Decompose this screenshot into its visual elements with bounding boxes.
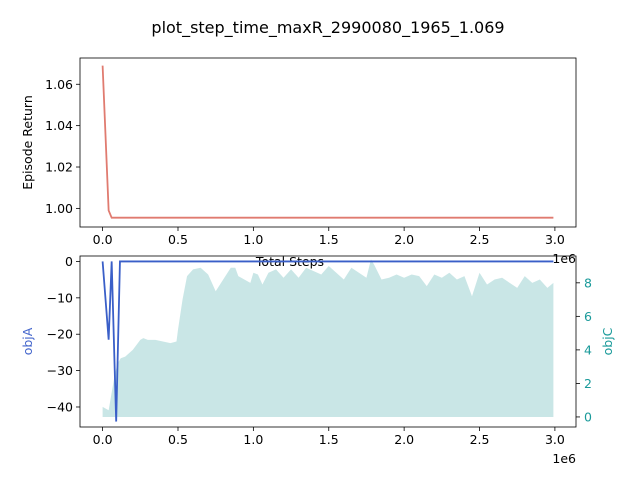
top-ytick-label: 1.06 — [45, 77, 73, 92]
bottom-ytick-label: −20 — [47, 327, 73, 342]
top-xtick-label: 0.0 — [93, 232, 113, 247]
top-ytick-label: 1.00 — [45, 201, 73, 216]
top-y-axis-label: Episode Return — [20, 95, 35, 190]
objC-area — [102, 259, 554, 417]
bottom-y2tick-label: 6 — [584, 309, 592, 324]
objC-axis-label: objC — [600, 327, 615, 355]
bottom-xtick-label: 1.0 — [243, 432, 263, 447]
bottom-xtick-label: 0.5 — [168, 432, 188, 447]
bottom-y2tick-label: 2 — [584, 376, 592, 391]
bottom-plot-frame — [79, 255, 577, 428]
top-xtick-label: 3.0 — [545, 232, 565, 247]
objA-axis-label: objA — [20, 327, 35, 355]
episode-return-line — [101, 65, 554, 219]
bottom-ytick-label: 0 — [65, 254, 73, 269]
top-xtick-label: 2.5 — [470, 232, 490, 247]
bottom-xtick-label: 2.5 — [470, 432, 490, 447]
top-ytick-label: 1.02 — [45, 160, 73, 175]
chart-title: plot_step_time_maxR_2990080_1965_1.069 — [151, 18, 504, 38]
bottom-y2tick-label: 4 — [584, 342, 592, 357]
bottom-ytick-label: −30 — [47, 363, 73, 378]
bottom-xtick-label: 3.0 — [545, 432, 565, 447]
top-xtick-label: 1.5 — [319, 232, 339, 247]
top-chart: 1.00 1.02 1.04 1.06 0.0 0.5 1.0 1.5 2.0 2.5 3.0 1e6… — [20, 57, 577, 269]
objA-line — [101, 260, 554, 422]
top-xtick-label: 1.0 — [243, 232, 263, 247]
top-x-offset-label: 1e6 — [552, 251, 576, 266]
bottom-y2tick-label: 0 — [584, 409, 592, 424]
bottom-ytick-label: −10 — [47, 290, 73, 305]
bottom-y2tick-label: 8 — [584, 275, 592, 290]
top-xtick-label: 0.5 — [168, 232, 188, 247]
bottom-x-offset-label: 1e6 — [552, 451, 576, 466]
bottom-xtick-label: 0.0 — [93, 432, 113, 447]
bottom-ytick-label: −40 — [47, 399, 73, 414]
top-ytick-label: 1.04 — [45, 118, 73, 133]
bottom-xtick-label: 1.5 — [319, 432, 339, 447]
top-xtick-label: 2.0 — [394, 232, 414, 247]
bottom-xtick-label: 2.0 — [394, 432, 414, 447]
top-plot-frame — [79, 57, 577, 228]
bottom-chart: 0 −10 −20 −30 −40 0 2 4 6 8 0.0 0.5 1.0 1.5 2.0 2.5 3.0 1… — [20, 254, 615, 466]
